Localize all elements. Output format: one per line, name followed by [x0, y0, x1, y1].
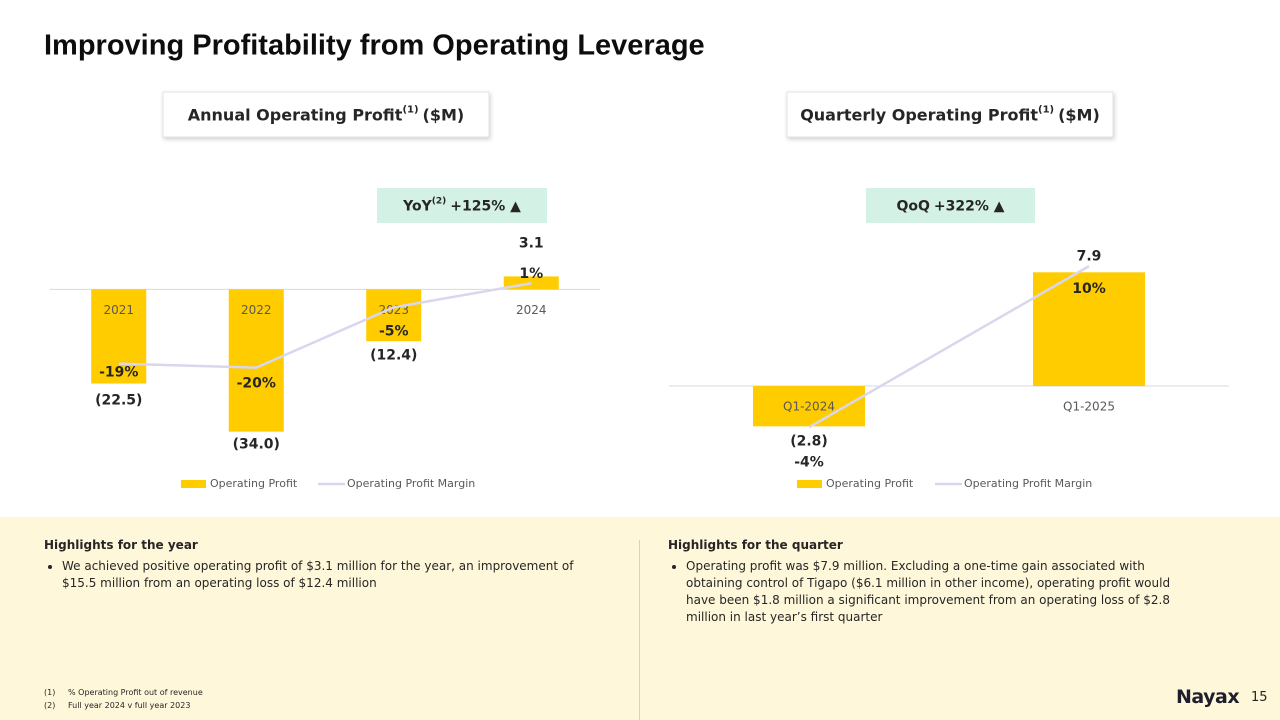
footnote-text: % Operating Profit out of revenue — [68, 688, 203, 697]
bullet-list: We achieved positive operating profit of… — [44, 558, 584, 592]
page-number: 15 — [1251, 690, 1268, 705]
badge-superscript: (2) — [432, 196, 447, 206]
x-tick-label: 2021 — [103, 303, 134, 317]
chart-title-box — [786, 91, 1114, 138]
margin-line — [118, 282, 532, 369]
bullet: We achieved positive operating profit of… — [62, 558, 584, 592]
legend-label: Operating Profit Margin — [964, 477, 1092, 490]
margin-line — [808, 265, 1090, 429]
badge-label: YoY — [402, 199, 432, 215]
line-value-label: -4% — [794, 454, 824, 470]
bar-value-label: (2.8) — [790, 433, 828, 449]
legend-label: Operating Profit Margin — [347, 477, 475, 490]
legend-swatch — [181, 480, 206, 488]
chart-title-superscript: (1) — [1038, 105, 1054, 116]
charts: Improving Profitability from Operating L… — [44, 30, 1229, 490]
bar — [1033, 272, 1145, 387]
highlights-panel — [0, 517, 1280, 720]
bar-value-label: (22.5) — [95, 393, 142, 409]
footnote-marker: (2) — [44, 701, 56, 710]
bar — [91, 289, 147, 384]
year-highlights: Highlights for the year We achieved posi… — [44, 538, 584, 592]
line-value-label: 1% — [519, 266, 543, 282]
badge-box — [866, 188, 1035, 223]
divider — [639, 540, 640, 720]
badge: QoQ +322% ▲ — [896, 199, 1004, 215]
x-tick-label: Q1-2025 — [1063, 400, 1115, 414]
logo: Nayax — [1176, 686, 1240, 708]
line-value-label: 10% — [1072, 281, 1106, 297]
line-value-label: -20% — [237, 376, 276, 392]
badge-label: QoQ — [896, 199, 930, 215]
x-tick-label: 2024 — [516, 303, 547, 317]
chart-title-box — [162, 91, 490, 138]
chart-title: Quarterly Operating Profit(1) ($M) — [800, 105, 1100, 125]
bullet-list: Operating profit was $7.9 million. Exclu… — [668, 558, 1203, 626]
bar-value-label: 7.9 — [1077, 248, 1102, 264]
footnote-marker: (1) — [44, 688, 56, 697]
legend-label: Operating Profit — [826, 477, 914, 490]
line-value-label: -19% — [99, 365, 138, 381]
bar-value-label: (34.0) — [233, 437, 280, 453]
bullet: Operating profit was $7.9 million. Exclu… — [686, 558, 1203, 626]
bar-value-label: (12.4) — [370, 347, 417, 363]
footnote-text: Full year 2024 v full year 2023 — [68, 701, 191, 710]
line-value-label: -5% — [379, 323, 409, 339]
badge-value: +322% ▲ — [934, 199, 1005, 215]
chart-title-text: Quarterly Operating Profit — [800, 105, 1038, 124]
chart-title-unit: ($M) — [423, 105, 465, 124]
badge: YoY(2) +125% ▲ — [402, 196, 521, 215]
highlights-heading: Highlights for the year — [44, 538, 198, 552]
footnote: (1) % Operating Profit out of revenue — [44, 688, 203, 697]
chart-title-text: Annual Operating Profit — [188, 105, 403, 124]
chart-title: Annual Operating Profit(1) ($M) — [188, 105, 464, 125]
chart-title-unit: ($M) — [1058, 105, 1100, 124]
chart-title-superscript: (1) — [402, 105, 418, 116]
badge-value: +125% ▲ — [450, 199, 521, 215]
highlights-heading: Highlights for the quarter — [668, 538, 843, 552]
quarter-highlights: Highlights for the quarter Operating pro… — [668, 538, 1203, 626]
badge-box — [377, 188, 547, 223]
footnote: (2) Full year 2024 v full year 2023 — [44, 701, 190, 710]
x-tick-label: Q1-2024 — [783, 400, 835, 414]
slide-title: Improving Profitability from Operating L… — [44, 30, 705, 62]
legend-swatch — [797, 480, 822, 488]
bar-value-label: 3.1 — [519, 235, 544, 251]
x-tick-label: 2022 — [241, 303, 272, 317]
legend-label: Operating Profit — [210, 477, 298, 490]
